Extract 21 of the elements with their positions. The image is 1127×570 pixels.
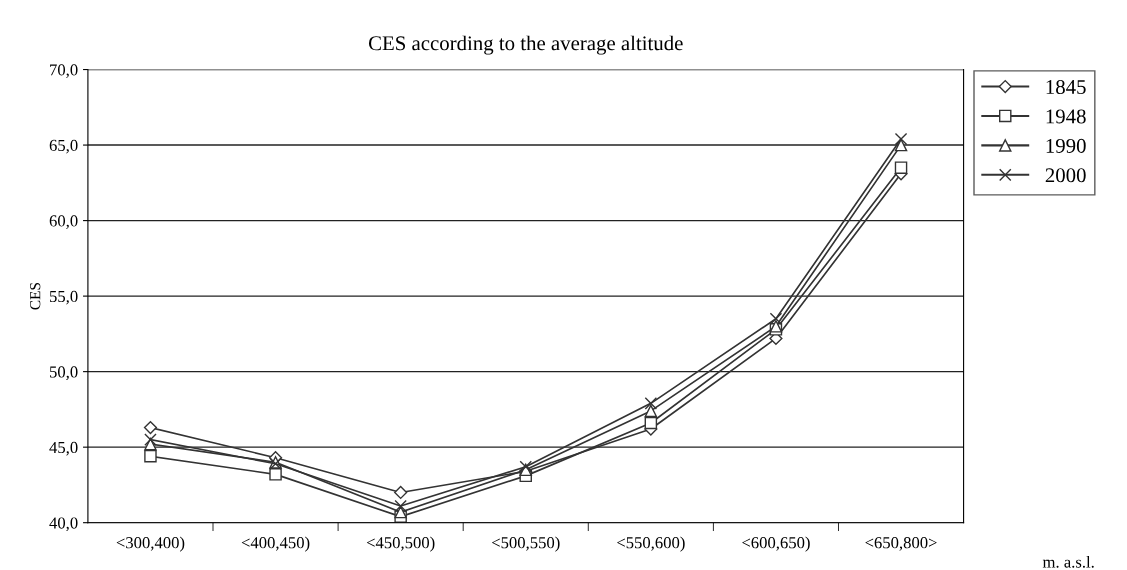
y-tick-label: 70,0 [50, 64, 78, 78]
y-tick-label: 55,0 [49, 290, 78, 305]
legend-label: 1845 [1046, 79, 1086, 95]
x-tick-label: <300,400) [116, 536, 185, 552]
y-tick-label: 65,0 [49, 139, 78, 154]
legend-label: 1948 [1046, 109, 1086, 124]
x-tick-label: <400,450) [241, 536, 310, 552]
x-tick-label: <650,800> [865, 537, 937, 551]
chart-title: CES according to the average altitude [368, 35, 683, 55]
legend-label: 1990 [1046, 138, 1086, 153]
x-tick-label: <450,500) [366, 536, 435, 552]
y-tick-label: 50,0 [49, 366, 78, 380]
x-tick-label: <600,650) [742, 536, 810, 552]
y-tick-label: 60,0 [49, 215, 78, 229]
x-tick-label: <550,600) [617, 536, 685, 552]
y-tick-label: 45,0 [49, 441, 78, 456]
x-axis-title: m. a.s.l. [1042, 555, 1094, 568]
y-tick-label: 40,0 [49, 517, 78, 532]
y-axis-title: CES [30, 283, 41, 310]
legend-label: 2000 [1045, 168, 1086, 183]
x-tick-label: <500,550) [492, 536, 560, 552]
